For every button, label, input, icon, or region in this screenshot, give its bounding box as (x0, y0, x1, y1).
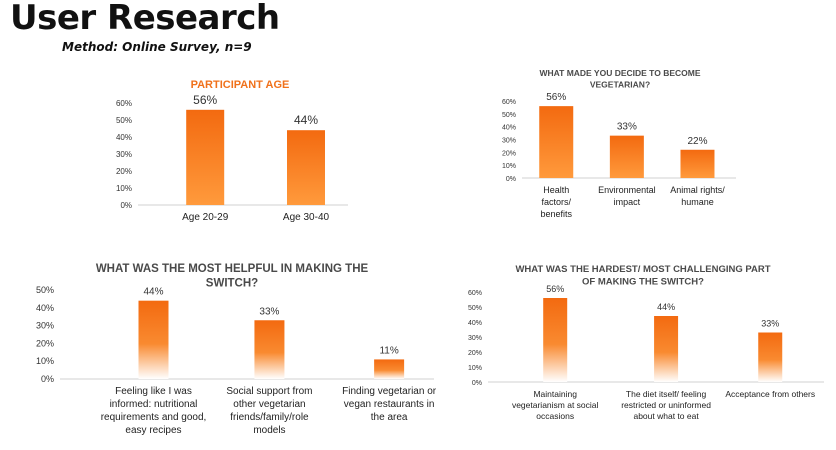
x-category-label: the area (371, 412, 408, 423)
x-category-label: Finding vegetarian or (342, 386, 437, 397)
page-subtitle: Method: Online Survey, n=9 (62, 40, 252, 54)
x-category-label: humane (681, 197, 714, 207)
y-tick-label: 10% (468, 365, 482, 372)
y-tick-label: 0% (41, 374, 54, 384)
bar (609, 135, 644, 178)
y-tick-label: 40% (36, 303, 54, 313)
y-tick-label: 20% (468, 350, 482, 357)
y-tick-label: 60% (468, 290, 482, 297)
y-tick-label: 40% (468, 320, 482, 327)
y-tick-label: 20% (36, 338, 54, 348)
hardest-part-chart: WHAT WAS THE HARDEST/ MOST CHALLENGING P… (468, 264, 824, 421)
bar (186, 109, 225, 205)
y-tick-label: 60% (116, 99, 132, 108)
y-tick-label: 40% (502, 125, 516, 132)
x-category-label: factors/ (541, 197, 571, 207)
chart-title: WHAT WAS THE MOST HELPFUL IN MAKING THE (96, 263, 369, 275)
bar-value-label: 44% (143, 287, 163, 298)
y-tick-label: 50% (116, 116, 132, 125)
chart-title: VEGETARIAN? (590, 80, 650, 90)
x-category-label: Age 20-29 (182, 212, 229, 223)
y-tick-label: 60% (502, 99, 516, 106)
bar (254, 320, 285, 379)
x-category-label: about what to eat (633, 411, 699, 421)
x-category-label: friends/family/role (230, 412, 309, 423)
x-category-label: other vegetarian (233, 399, 305, 410)
page-title: User Research (10, 0, 280, 38)
x-category-label: models (253, 425, 285, 436)
participant-age-chart: PARTICIPANT AGE 0% 10% 20% 30% 40% 50% 60% 56% Ag… (116, 79, 348, 223)
y-tick-label: 50% (502, 112, 516, 119)
y-tick-label: 30% (36, 321, 54, 331)
y-tick-label: 50% (36, 285, 54, 295)
bar-value-label: 22% (687, 136, 707, 147)
x-category-label: vegan restaurants in (344, 399, 435, 410)
bar (138, 300, 169, 379)
x-category-label: The diet itself/ feeling (626, 389, 707, 399)
x-category-label: restricted or uninformed (621, 400, 711, 410)
bar (543, 298, 568, 382)
bar-value-label: 33% (259, 306, 279, 317)
y-tick-label: 30% (502, 138, 516, 145)
chart-title: WHAT WAS THE HARDEST/ MOST CHALLENGING P… (515, 264, 770, 275)
most-helpful-chart: WHAT WAS THE MOST HELPFUL IN MAKING THE S… (36, 263, 437, 436)
bar-value-label: 56% (546, 92, 566, 103)
bar-value-label: 56% (546, 284, 564, 294)
bar (374, 359, 405, 379)
x-category-label: informed: nutritional (110, 399, 198, 410)
y-tick-label: 50% (468, 305, 482, 312)
bar-value-label: 33% (617, 122, 637, 133)
x-category-label: Environmental (598, 185, 656, 195)
y-tick-label: 30% (116, 150, 132, 159)
chart-title: SWITCH? (206, 278, 258, 290)
x-category-label: vegetarianism at social (512, 400, 599, 410)
x-category-label: Acceptance from others (725, 389, 815, 399)
bar-value-label: 56% (193, 93, 217, 107)
bar-value-label: 44% (294, 113, 318, 127)
bar-value-label: 44% (657, 302, 675, 312)
y-tick-label: 20% (116, 167, 132, 176)
bar (758, 332, 783, 382)
x-category-label: impact (614, 197, 641, 207)
y-tick-label: 0% (506, 176, 516, 183)
x-category-label: easy recipes (125, 425, 181, 436)
chart-title: OF MAKING THE SWITCH? (582, 277, 704, 288)
x-category-label: Social support from (226, 386, 312, 397)
x-category-label: occasions (536, 411, 574, 421)
x-category-label: Feeling like I was (115, 386, 192, 397)
bar-value-label: 11% (379, 345, 398, 356)
y-tick-label: 10% (116, 184, 132, 193)
bar (287, 130, 325, 205)
y-tick-label: 10% (36, 356, 54, 366)
y-tick-label: 20% (502, 150, 516, 157)
chart-title: PARTICIPANT AGE (191, 79, 290, 91)
x-category-label: Maintaining (533, 389, 577, 399)
chart-title: WHAT MADE YOU DECIDE TO BECOME (539, 68, 700, 78)
bar (539, 106, 574, 178)
x-category-label: Animal rights/ (670, 185, 725, 195)
y-tick-label: 0% (120, 201, 132, 210)
x-category-label: Health (543, 185, 569, 195)
x-category-label: benefits (540, 209, 572, 219)
why-vegetarian-chart: WHAT MADE YOU DECIDE TO BECOME VEGETARIAN… (502, 68, 736, 219)
x-category-label: requirements and good, (101, 412, 207, 423)
y-tick-label: 0% (472, 380, 482, 387)
y-tick-label: 40% (116, 133, 132, 142)
bar (654, 316, 679, 382)
bar (680, 149, 715, 178)
bar-value-label: 33% (761, 319, 779, 329)
y-tick-label: 30% (468, 335, 482, 342)
y-tick-label: 10% (502, 163, 516, 170)
x-category-label: Age 30-40 (283, 212, 330, 223)
